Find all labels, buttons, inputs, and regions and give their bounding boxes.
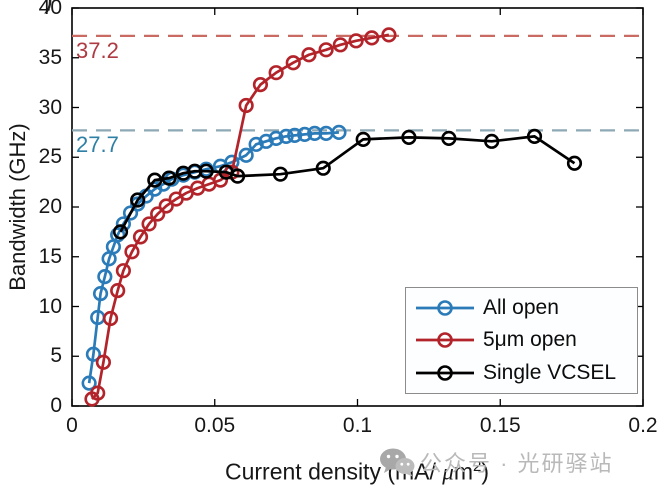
data-point-5-m-open [348,33,364,49]
data-point-all-open [85,346,102,362]
data-point-all-open [92,285,109,302]
data-point-5-m-open [90,385,106,401]
data-point-single-vcsel [272,166,289,182]
data-point-5-m-open [301,47,317,63]
watermark-text: 公众号 · 光研驿站 [420,451,614,476]
x-tick-label: 0.1 [342,414,373,437]
data-point-5-m-open [381,27,397,43]
x-tick-label: 0.15 [479,414,521,437]
data-point-5-m-open [95,354,112,370]
data-point-single-vcsel [229,168,246,184]
data-point-single-vcsel [526,128,543,144]
data-point-all-open [122,205,139,221]
data-point-5-m-open [318,42,334,58]
series-line-single-vcsel [119,135,576,233]
legend-item-5um-open: 5μm open [414,328,633,352]
data-point-all-open [297,126,313,142]
data-point-5-m-open [332,37,348,53]
data-point-5-m-open [158,198,174,214]
ref-line-label: 37.2 [76,37,119,63]
legend-label: 5μm open [483,328,577,352]
x-tick-label: 0.2 [628,414,658,437]
y-tick-label: 35 [38,45,62,69]
data-point-5-m-open [102,310,119,327]
data-point-all-open [278,128,294,144]
subfigure-label-fragment: ) [44,0,53,15]
x-tick-label: 0.05 [194,414,236,437]
y-tick-label: 30 [38,95,62,119]
x-axis-label-close: ) [481,458,490,485]
data-point-single-vcsel [401,129,417,145]
ref-line-label: 27.7 [76,132,119,158]
data-point-5-m-open [124,244,140,260]
legend: All open 5μm open Single VCSEL [405,287,638,394]
data-point-5-m-open [141,216,157,232]
data-point-all-open [331,124,347,140]
data-point-all-open [248,136,264,152]
y-tick-label: 15 [38,244,62,268]
data-point-all-open [238,147,254,163]
data-point-single-vcsel [147,172,163,188]
legend-line-sample [416,300,474,316]
legend-label: Single VCSEL [483,360,617,384]
x-tick-label: 0 [66,414,78,437]
y-tick-label: 40 [38,0,62,19]
data-point-all-open [268,130,284,146]
data-point-single-vcsel [198,163,214,179]
mu-symbol: μ [442,459,454,485]
y-axis-label: Bandwidth (GHz) [5,123,30,291]
x-axis-unit: m [453,458,473,485]
data-point-single-vcsel [130,192,146,208]
y-tick-label: 10 [38,294,62,318]
legend-line-sample [416,332,474,349]
data-point-single-vcsel [315,160,331,176]
data-point-single-vcsel [355,131,371,147]
data-point-single-vcsel [441,130,457,146]
data-point-5-m-open [238,97,254,114]
data-point-all-open [81,375,97,391]
data-point-single-vcsel [566,155,583,171]
y-tick-label: 5 [50,344,62,368]
data-point-single-vcsel [161,170,177,186]
y-tick-label: 0 [50,394,62,417]
data-point-5-m-open [364,30,380,46]
data-point-5-m-open [110,282,126,299]
data-point-all-open [287,127,303,143]
data-point-5-m-open [150,206,166,222]
wechat-icon [380,448,415,477]
legend-item-single-vcsel: Single VCSEL [414,361,633,385]
data-point-single-vcsel [112,224,129,240]
data-point-all-open [258,133,274,149]
y-tick-label: 20 [38,195,62,218]
data-point-all-open [115,216,131,232]
data-point-all-open [97,269,113,285]
x-axis-exponent: 2 [473,458,482,475]
legend-label: All open [483,296,559,320]
data-point-5-m-open [115,263,131,279]
data-point-5-m-open [132,229,149,245]
data-point-5-m-open [268,65,284,81]
data-point-5-m-open [285,55,301,71]
data-point-single-vcsel [484,133,500,149]
y-tick-label: 25 [38,145,62,169]
legend-line-sample [416,365,474,381]
data-point-5-m-open [252,77,269,93]
watermark: 公众号 · 光研驿站 [377,443,614,481]
legend-item-all-open: All open [414,296,633,320]
